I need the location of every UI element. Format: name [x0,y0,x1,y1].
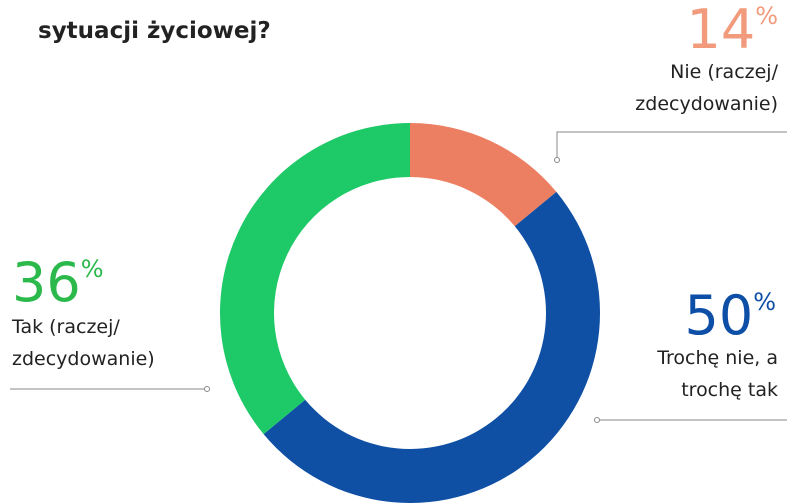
chart-title: sytuacji życiowej? [38,18,271,44]
value-label: 14% [686,0,778,61]
leader-line [556,131,787,158]
leader-dot [204,386,210,392]
value-label: 36% [12,251,104,314]
value-label: 50% [684,284,776,347]
leader-dot [594,417,600,423]
category-label: Nie (raczej/ zdecydowanie) [635,61,778,115]
category-label: Trochę nie, a trochę tak [657,347,778,401]
leader-lines [10,131,787,423]
leader-dot [554,157,560,163]
donut-segment [263,191,600,503]
category-label: Tak (raczej/ zdecydowanie) [12,316,155,370]
donut-segment [219,123,410,435]
donut-segment [410,123,557,227]
